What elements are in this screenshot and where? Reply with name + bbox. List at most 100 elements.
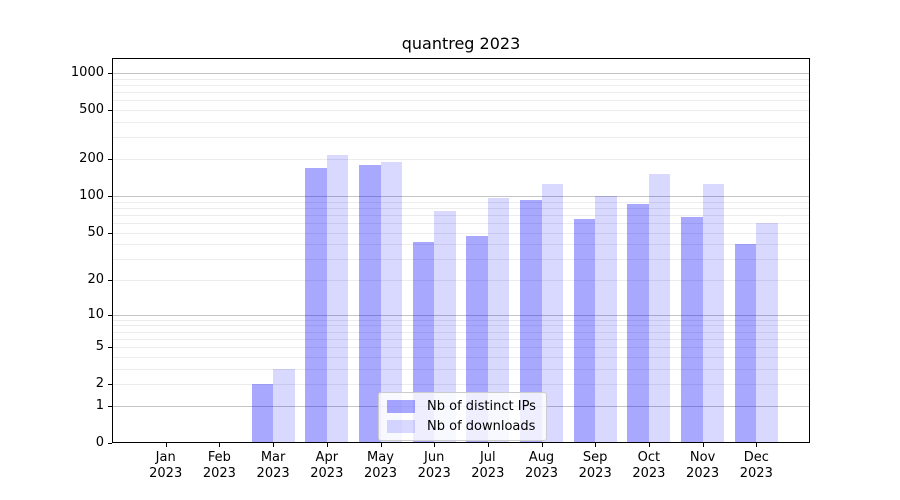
x-tick-year: 2023 (739, 466, 773, 481)
legend-label: Nb of downloads (427, 419, 536, 434)
x-tick-month: Jul (479, 450, 496, 465)
x-tick-label: Jun 2023 (406, 450, 462, 482)
x-tick-year: 2023 (417, 466, 451, 481)
bar-distinct-ips-may (359, 164, 381, 443)
x-tick-month: Jun (424, 450, 445, 465)
x-tick-mark (219, 443, 221, 447)
y-tick-label: 100 (79, 187, 104, 203)
y-tick-mark (108, 73, 112, 75)
x-tick-month: Oct (637, 450, 661, 465)
x-tick-label: May 2023 (353, 450, 409, 482)
gridline-minor (112, 122, 810, 123)
y-tick-label: 1 (95, 397, 104, 413)
bar-downloads-dec (756, 222, 778, 443)
gridline-minor (112, 356, 810, 358)
x-tick-label: Jan 2023 (138, 450, 194, 482)
x-tick-month: Nov (689, 450, 716, 465)
x-tick-mark (756, 443, 758, 447)
x-tick-label: Nov 2023 (675, 450, 731, 482)
x-tick-mark (434, 443, 436, 447)
gridline-minor (112, 259, 810, 261)
y-tick-mark (108, 384, 112, 386)
gridline-minor (112, 280, 810, 281)
bar-downloads-mar (273, 368, 295, 443)
x-tick-mark (487, 443, 489, 447)
legend: Nb of distinct IPs Nb of downloads (378, 392, 547, 441)
bar-downloads-sep (595, 195, 617, 443)
y-tick-label: 1000 (70, 65, 104, 81)
x-tick-year: 2023 (578, 466, 612, 481)
gridline-minor (112, 110, 810, 112)
gridline-major (112, 314, 810, 316)
x-tick-mark (595, 443, 597, 447)
legend-label: Nb of distinct IPs (427, 399, 536, 414)
x-tick-label: Dec 2023 (728, 450, 784, 482)
y-tick-mark (108, 232, 112, 234)
y-tick-label: 200 (79, 151, 104, 166)
gridline-minor (112, 319, 810, 321)
x-tick-label: Sep 2023 (567, 450, 623, 482)
y-tick-mark (108, 110, 112, 112)
bar-distinct-ips-oct (627, 203, 649, 443)
x-tick-year: 2023 (310, 466, 344, 481)
gridline-minor (112, 368, 810, 370)
x-tick-year: 2023 (202, 466, 236, 481)
y-tick-label: 5 (95, 339, 104, 355)
legend-row: Nb of distinct IPs (387, 399, 536, 414)
bar-distinct-ips-jul (466, 235, 488, 443)
y-tick-label: 10 (87, 306, 104, 322)
x-tick-label: Aug 2023 (514, 450, 570, 482)
gridline-minor (112, 347, 810, 349)
bar-downloads-apr (326, 155, 349, 443)
y-tick-label: 50 (87, 224, 104, 240)
bar-distinct-ips-mar (251, 384, 274, 443)
x-tick-mark (380, 443, 382, 447)
gridline-major (112, 195, 810, 197)
gridline-minor (112, 207, 810, 209)
x-tick-year: 2023 (471, 466, 505, 481)
gridline-minor (112, 85, 810, 86)
x-tick-mark (326, 443, 328, 447)
legend-swatch-downloads (387, 420, 415, 433)
x-tick-month: Mar (260, 450, 286, 465)
gridline-minor (112, 232, 810, 234)
gridline-minor (112, 92, 810, 94)
x-tick-month: Jan (155, 450, 176, 465)
gridline-minor (112, 338, 810, 340)
y-tick-mark (108, 443, 112, 444)
x-tick-year: 2023 (256, 466, 290, 481)
y-tick-mark (108, 405, 112, 407)
bar-downloads-may (380, 161, 402, 443)
gridline-minor (112, 78, 810, 80)
x-tick-mark (165, 443, 167, 447)
y-tick-mark (108, 347, 112, 349)
gridline-major (112, 73, 810, 75)
bar-downloads-jul (487, 197, 510, 443)
gridline-minor (112, 222, 810, 224)
x-tick-label: Jul 2023 (460, 450, 516, 482)
gridline-minor (112, 384, 810, 386)
y-tick-mark (108, 195, 112, 197)
x-tick-year: 2023 (632, 466, 666, 481)
gridline-minor (112, 214, 810, 216)
x-tick-label: Oct 2023 (621, 450, 677, 482)
gridline-minor (112, 137, 810, 139)
legend-row: Nb of downloads (387, 419, 536, 434)
bar-distinct-ips-dec (734, 244, 757, 443)
x-tick-label: Feb 2023 (191, 450, 247, 482)
x-tick-month: May (367, 450, 394, 465)
x-tick-year: 2023 (149, 466, 183, 481)
x-tick-label: Apr 2023 (299, 450, 355, 482)
x-tick-month: Apr (315, 450, 339, 465)
gridline-minor (112, 100, 810, 102)
x-tick-month: Dec (743, 450, 769, 465)
bar-distinct-ips-sep (573, 218, 596, 443)
x-tick-year: 2023 (363, 466, 398, 481)
x-tick-year: 2023 (686, 466, 720, 481)
y-tick-label: 2 (95, 376, 104, 392)
y-tick-label: 20 (87, 272, 104, 287)
bar-downloads-jun (434, 211, 456, 443)
x-tick-month: Feb (207, 450, 231, 465)
x-tick-label: Mar 2023 (245, 450, 301, 482)
gridline-minor (112, 159, 810, 160)
